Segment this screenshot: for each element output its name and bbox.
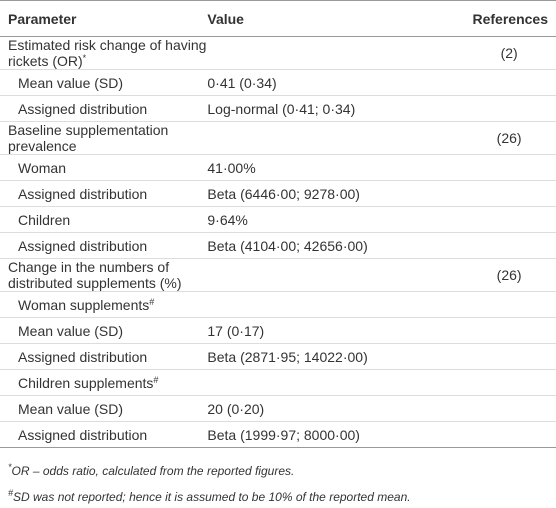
parameter-cell: Baseline supplementation prevalence — [0, 121, 208, 155]
reference-cell — [462, 206, 556, 233]
value-cell — [207, 258, 463, 292]
reference-cell — [462, 95, 556, 122]
value-cell: Beta (6446·00; 9278·00) — [207, 180, 463, 207]
parameter-cell: Mean value (SD) — [0, 317, 208, 344]
row-label: Mean value (SD) — [18, 400, 124, 417]
footnote-mark: * — [82, 53, 87, 63]
data-row: Woman 41·00% — [0, 154, 556, 181]
reference-cell — [462, 421, 556, 448]
value-cell — [207, 291, 463, 318]
parameter-cell: Children — [0, 206, 208, 233]
row-label: Assigned distribution — [18, 100, 148, 117]
reference-cell: (26) — [462, 258, 556, 292]
row-label: Mean value (SD) — [18, 74, 124, 91]
row-label: Assigned distribution — [18, 348, 148, 365]
data-row: Mean value (SD) 0·41 (0·34) — [0, 69, 556, 96]
reference-cell — [462, 369, 556, 396]
parameter-cell: Children supplements# — [0, 369, 208, 396]
table-head: Parameter Value References — [0, 0, 556, 37]
reference-cell — [462, 180, 556, 207]
row-label: Mean value (SD) — [18, 322, 124, 339]
header-row: Parameter Value References — [0, 0, 556, 37]
section-title: Estimated risk change of having rickets … — [8, 37, 207, 69]
section-row: Change in the numbers of distributed sup… — [0, 258, 556, 292]
value-cell: 0·41 (0·34) — [207, 69, 463, 96]
value-cell: Beta (1999·97; 8000·00) — [207, 421, 463, 448]
data-row: Woman supplements# — [0, 291, 556, 318]
data-row: Children 9·64% — [0, 206, 556, 233]
footnote-mark: * — [8, 462, 12, 472]
data-row: Assigned distribution Beta (2871·95; 1402… — [0, 343, 556, 370]
parameter-cell: Mean value (SD) — [0, 69, 208, 96]
data-row: Mean value (SD) 20 (0·20) — [0, 395, 556, 422]
reference-cell — [462, 317, 556, 344]
reference-cell — [462, 232, 556, 259]
value-cell: 20 (0·20) — [207, 395, 463, 422]
value-cell — [207, 36, 463, 70]
data-row: Children supplements# — [0, 369, 556, 396]
section-title: Change in the numbers of distributed sup… — [8, 259, 182, 291]
footnote-mark: # — [8, 488, 14, 498]
data-row: Assigned distribution Beta (1999·97; 8000… — [0, 421, 556, 448]
reference-cell: (26) — [462, 121, 556, 155]
section-row: Baseline supplementation prevalence (26) — [0, 121, 556, 155]
parameter-cell: Mean value (SD) — [0, 395, 208, 422]
value-cell: Log-normal (0·41; 0·34) — [207, 95, 463, 122]
footnote-mark: # — [153, 374, 159, 385]
reference-cell — [462, 291, 556, 318]
value-cell — [207, 121, 463, 155]
value-cell: Beta (4104·00; 42656·00) — [207, 232, 463, 259]
header-cell: Parameter — [0, 0, 208, 37]
data-row: Assigned distribution Beta (6446·00; 9278… — [0, 180, 556, 207]
reference-cell — [462, 395, 556, 422]
reference-cell — [462, 154, 556, 181]
value-cell: Beta (2871·95; 14022·00) — [207, 343, 463, 370]
footnote-text: SD was not reported; hence it is assumed… — [13, 490, 411, 504]
reference-cell — [462, 343, 556, 370]
table-body: Estimated risk change of having rickets … — [0, 36, 556, 448]
parameter-cell: Assigned distribution — [0, 421, 208, 448]
footnote-mark: # — [149, 296, 155, 307]
data-row: Assigned distribution Beta (4104·00; 4265… — [0, 232, 556, 259]
footnote: *OR – odds ratio, calculated from the re… — [8, 456, 556, 482]
section-row: Estimated risk change of having rickets … — [0, 36, 556, 70]
row-label: Woman supplements — [18, 296, 150, 313]
footnotes: *OR – odds ratio, calculated from the re… — [0, 448, 556, 508]
row-label: Children — [18, 211, 71, 228]
parameter-cell: Woman supplements# — [0, 291, 208, 318]
parameter-cell: Assigned distribution — [0, 343, 208, 370]
footnote: #SD was not reported; hence it is assume… — [8, 482, 556, 508]
value-cell — [207, 369, 463, 396]
reference-cell — [462, 69, 556, 96]
value-cell: 41·00% — [207, 154, 463, 181]
row-label: Children supplements — [18, 374, 154, 391]
parameter-cell: Woman — [0, 154, 208, 181]
reference-cell: (2) — [462, 36, 556, 70]
row-label: Woman — [18, 159, 66, 176]
value-cell: 17 (0·17) — [207, 317, 463, 344]
parameter-cell: Assigned distribution — [0, 95, 208, 122]
data-row: Mean value (SD) 17 (0·17) — [0, 317, 556, 344]
row-label: Assigned distribution — [18, 185, 148, 202]
parameter-cell: Change in the numbers of distributed sup… — [0, 258, 208, 292]
row-label: Assigned distribution — [18, 237, 148, 254]
data-row: Assigned distribution Log-normal (0·41; 0… — [0, 95, 556, 122]
footnote-text: OR – odds ratio, calculated from the rep… — [11, 464, 295, 478]
value-cell: 9·64% — [207, 206, 463, 233]
header-cell: Value — [207, 0, 463, 37]
parameter-cell: Estimated risk change of having rickets … — [0, 36, 208, 70]
header-cell: References — [462, 0, 556, 37]
row-label: Assigned distribution — [18, 426, 148, 443]
parameter-cell: Assigned distribution — [0, 180, 208, 207]
parameter-cell: Assigned distribution — [0, 232, 208, 259]
section-title: Baseline supplementation prevalence — [8, 122, 169, 154]
data-table: Parameter Value References Estimated ris… — [0, 0, 556, 448]
